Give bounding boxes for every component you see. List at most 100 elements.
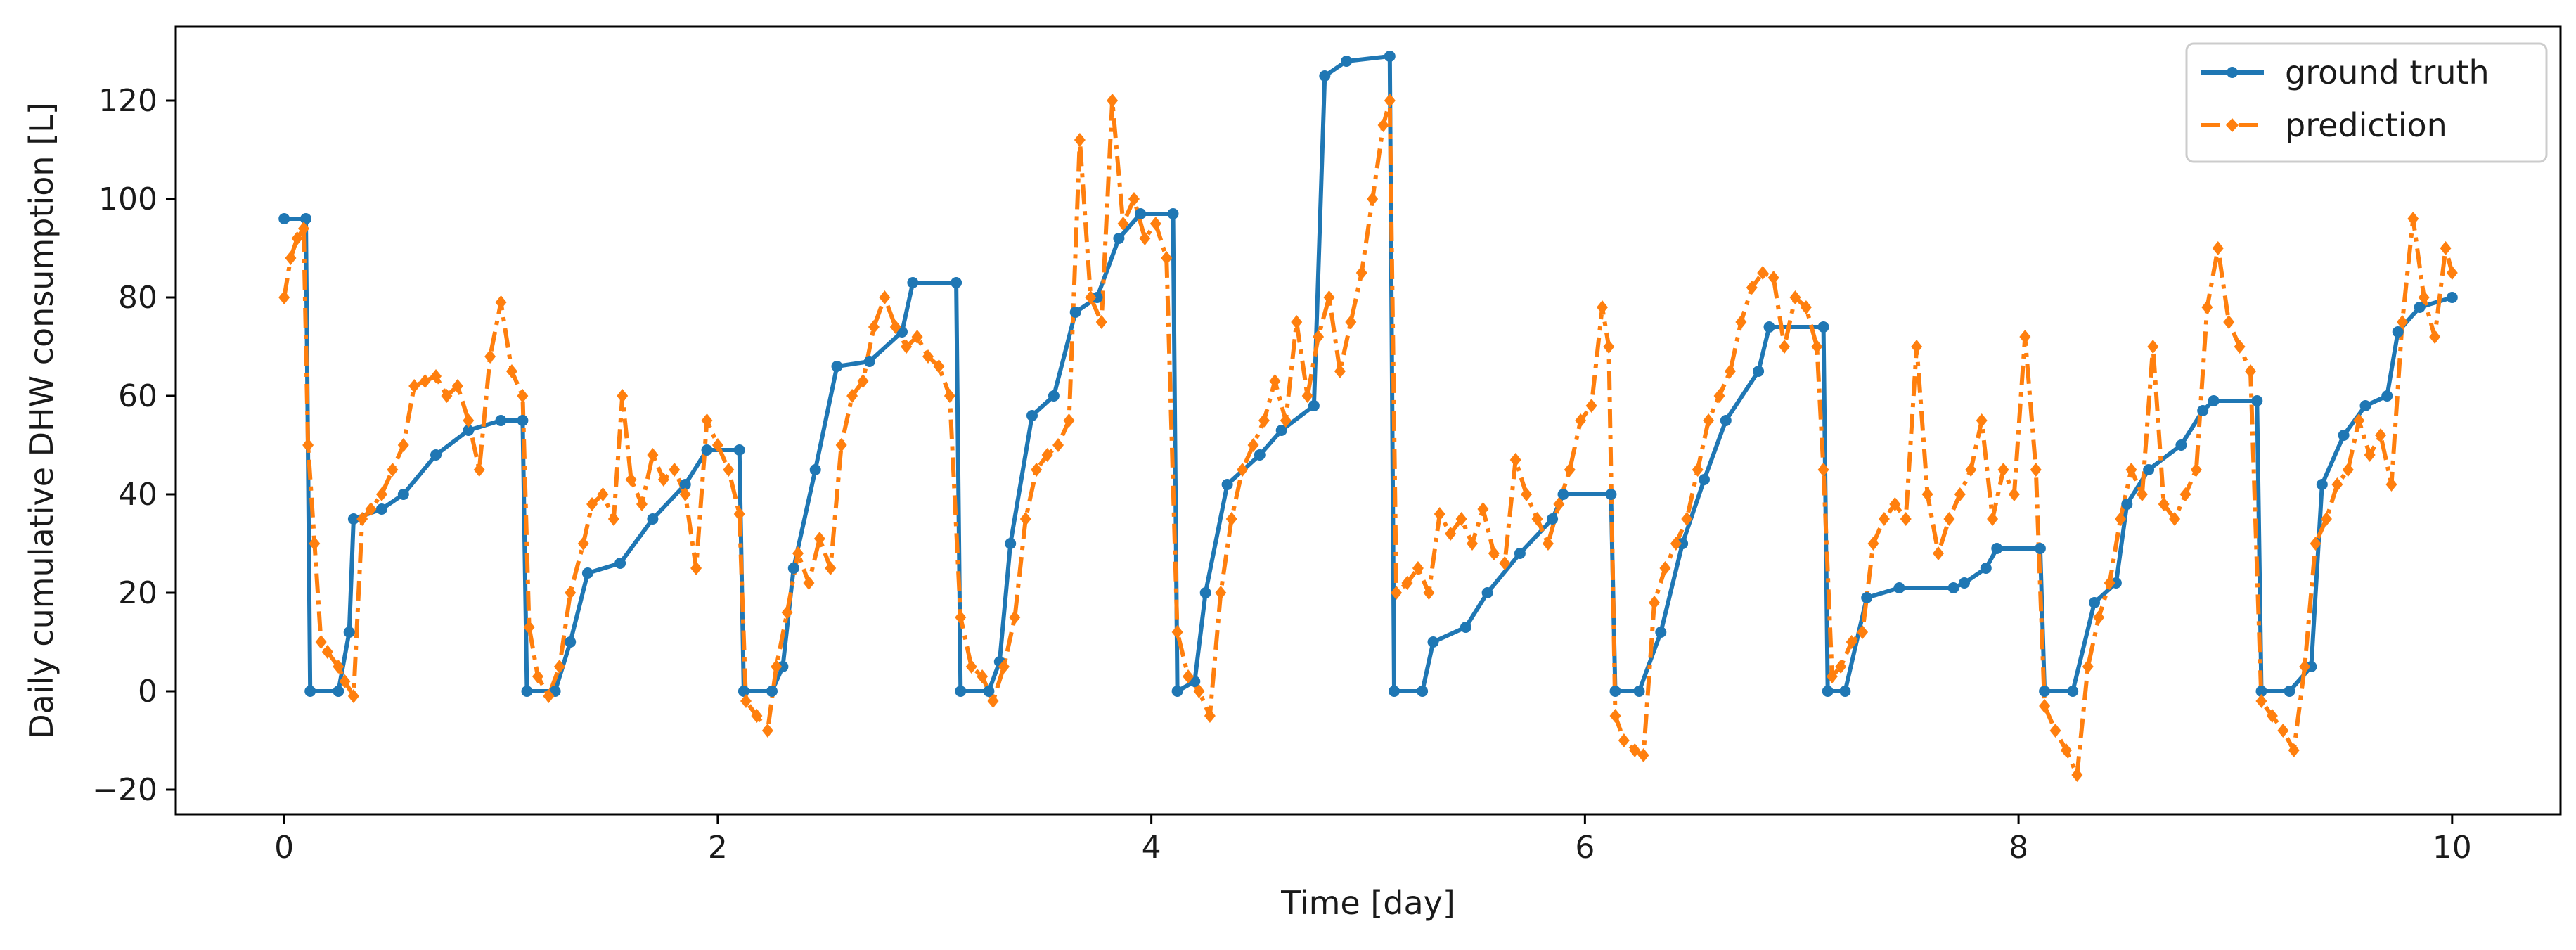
data-point-prediction — [1215, 586, 1227, 600]
data-point-prediction — [1107, 94, 1119, 108]
data-point-prediction — [761, 724, 773, 738]
data-point-prediction — [1692, 463, 1704, 477]
x-axis-ticks: 0 2 4 6 8 10 — [274, 814, 2472, 866]
data-point-ground-truth — [333, 686, 344, 697]
data-point-prediction — [1889, 497, 1901, 511]
data-point-prediction — [2234, 340, 2246, 354]
data-point-ground-truth — [375, 503, 387, 515]
data-point-ground-truth — [1048, 390, 1060, 402]
x-tick-label: 0 — [274, 830, 294, 866]
data-point-prediction — [2212, 241, 2224, 255]
data-point-prediction — [2104, 576, 2115, 590]
data-point-ground-truth — [2392, 326, 2404, 338]
data-point-prediction — [1609, 709, 1621, 723]
data-point-ground-truth — [2316, 479, 2328, 490]
data-point-ground-truth — [955, 686, 967, 697]
data-point-prediction — [2093, 610, 2105, 624]
y-tick-label: 20 — [118, 575, 157, 611]
data-point-prediction — [1649, 596, 1661, 610]
data-point-ground-truth — [809, 464, 821, 475]
data-point-ground-truth — [1427, 636, 1439, 648]
data-point-ground-truth — [1026, 410, 1038, 421]
data-point-prediction — [1009, 610, 1021, 624]
data-point-prediction — [2190, 463, 2202, 477]
data-point-prediction — [1789, 290, 1801, 304]
legend-marker-prediction — [2226, 118, 2239, 132]
data-point-prediction — [1857, 625, 1869, 639]
data-point-prediction — [333, 660, 344, 674]
data-point-prediction — [451, 379, 463, 393]
data-point-prediction — [857, 374, 869, 388]
data-point-prediction — [1943, 512, 1955, 526]
data-point-prediction — [868, 320, 880, 334]
data-point-prediction — [987, 694, 999, 708]
data-point-prediction — [2019, 330, 2031, 344]
x-axis-label: Time [day] — [1280, 884, 1455, 922]
data-point-prediction — [846, 389, 858, 403]
data-point-prediction — [1183, 669, 1194, 683]
y-tick-label: 0 — [138, 674, 157, 710]
data-point-prediction — [636, 497, 648, 511]
data-point-prediction — [1063, 413, 1075, 428]
data-point-prediction — [733, 507, 745, 521]
data-point-prediction — [1345, 315, 1357, 329]
data-point-ground-truth — [343, 627, 355, 638]
data-point-prediction — [1846, 635, 1857, 649]
data-point-prediction — [2429, 330, 2441, 344]
data-point-ground-truth — [1417, 686, 1429, 697]
data-point-prediction — [1171, 625, 1183, 639]
data-point-prediction — [1085, 290, 1097, 304]
data-point-prediction — [577, 537, 589, 551]
data-point-prediction — [2255, 694, 2267, 708]
data-point-prediction — [285, 251, 297, 265]
data-point-prediction — [408, 379, 420, 393]
y-tick-label: 80 — [118, 280, 157, 316]
plot-frame — [174, 25, 2562, 816]
plot-markers — [278, 51, 2458, 782]
data-point-prediction — [339, 674, 351, 688]
data-point-prediction — [1703, 413, 1715, 428]
data-point-ground-truth — [2034, 543, 2046, 554]
data-point-prediction — [1911, 340, 1923, 354]
data-point-ground-truth — [701, 444, 713, 456]
data-point-prediction — [1488, 546, 1500, 560]
data-point-prediction — [1954, 487, 1966, 501]
data-point-prediction — [1434, 507, 1445, 521]
data-point-prediction — [1225, 512, 1237, 526]
data-point-prediction — [565, 586, 577, 600]
data-point-prediction — [944, 389, 955, 403]
data-point-ground-truth — [1514, 548, 1526, 559]
x-tick-label: 6 — [1575, 830, 1595, 866]
data-point-prediction — [965, 660, 977, 674]
data-point-ground-truth — [2208, 395, 2220, 406]
data-point-ground-truth — [1763, 321, 1775, 333]
data-point-ground-truth — [2446, 292, 2458, 303]
data-point-prediction — [1467, 537, 1479, 551]
data-point-ground-truth — [1980, 563, 1992, 574]
data-point-prediction — [463, 413, 475, 428]
data-point-prediction — [723, 463, 735, 477]
data-point-prediction — [740, 694, 752, 708]
data-point-ground-truth — [1605, 489, 1617, 500]
data-point-prediction — [711, 438, 723, 452]
data-point-prediction — [2147, 340, 2159, 354]
data-point-ground-truth — [1069, 307, 1081, 318]
y-tick-label: 60 — [118, 378, 157, 414]
data-point-prediction — [2277, 724, 2289, 738]
data-point-ground-truth — [1861, 592, 1873, 603]
data-point-prediction — [2158, 497, 2170, 511]
data-point-ground-truth — [2284, 686, 2295, 697]
y-axis-ticks: −20 0 20 40 60 80 100 120 — [92, 83, 176, 808]
data-point-prediction — [347, 689, 359, 703]
data-point-prediction — [1800, 300, 1812, 314]
legend-label-ground-truth: ground truth — [2285, 53, 2490, 91]
data-point-prediction — [922, 349, 934, 364]
data-point-ground-truth — [2414, 302, 2426, 313]
data-point-ground-truth — [1135, 208, 1147, 219]
data-point-prediction — [1334, 364, 1346, 378]
data-point-prediction — [1597, 300, 1609, 314]
data-point-prediction — [1811, 340, 1823, 354]
data-point-ground-truth — [2067, 686, 2079, 697]
data-point-prediction — [1779, 340, 1791, 354]
